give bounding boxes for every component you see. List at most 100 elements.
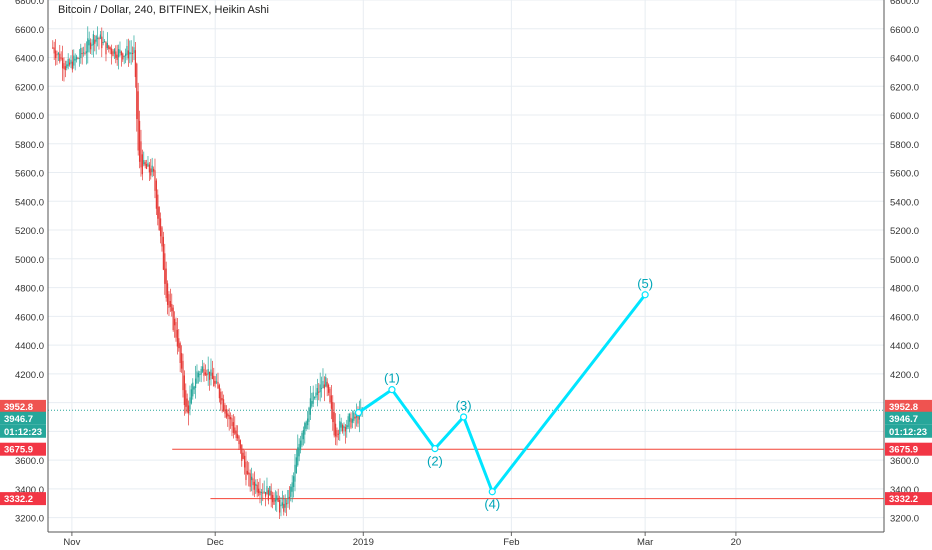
- candle-body: [225, 409, 227, 418]
- candle-body: [295, 457, 297, 474]
- candle-body: [211, 372, 213, 380]
- candle-body: [351, 418, 353, 423]
- candle-body: [278, 499, 281, 513]
- candle-body: [344, 427, 346, 432]
- candle-body: [236, 434, 239, 439]
- candle-body: [133, 47, 135, 54]
- candle-body: [113, 49, 115, 54]
- candle-body: [144, 162, 146, 166]
- y-tick-label-left: 3600.0: [15, 456, 44, 467]
- y-tick-label-right: 3400.0: [890, 485, 919, 496]
- candle-body: [74, 58, 76, 61]
- candle-body: [262, 492, 264, 494]
- candle-body: [333, 412, 335, 436]
- candle-body: [322, 380, 324, 389]
- candle-body: [242, 452, 244, 459]
- candle-body: [134, 50, 136, 78]
- y-tick-label-left: 5000.0: [15, 255, 44, 266]
- candle-body: [241, 444, 243, 461]
- candle-body: [127, 50, 129, 59]
- y-tick-label-right: 3600.0: [890, 456, 919, 467]
- candle-body: [54, 50, 57, 59]
- ask-price-badge-bg-left: [0, 399, 46, 413]
- candle-body: [280, 504, 282, 507]
- y-tick-label-left: 5200.0: [15, 226, 44, 237]
- candle-body: [70, 59, 72, 64]
- candle-body: [339, 421, 341, 435]
- candle-body: [294, 464, 296, 482]
- x-tick-label: Dec: [207, 537, 224, 548]
- current-price-badge-left: 3946.7: [4, 414, 33, 425]
- candle-body: [271, 495, 274, 503]
- candle-body: [346, 425, 348, 430]
- y-tick-label-left: 6200.0: [15, 82, 44, 93]
- candle-body: [298, 443, 300, 457]
- candle-body: [68, 62, 71, 65]
- support-price-badge-left: 3675.9: [4, 445, 33, 456]
- candle-body: [60, 57, 62, 59]
- candle-body: [150, 168, 152, 176]
- candle-body: [108, 45, 110, 49]
- candle-body: [297, 447, 299, 466]
- candle-body: [85, 51, 87, 54]
- candle-body: [285, 503, 288, 505]
- y-tick-label-left: 6400.0: [15, 54, 44, 65]
- candle-body: [196, 371, 198, 384]
- candle-body: [187, 405, 190, 414]
- candle-body: [266, 486, 268, 495]
- candle-body: [192, 382, 194, 397]
- y-tick-label-right: 4600.0: [890, 312, 919, 323]
- candle-body: [94, 39, 96, 44]
- candle-body: [319, 384, 321, 393]
- candle-body: [199, 374, 201, 376]
- candle-body: [66, 64, 68, 69]
- y-tick-label-left: 6000.0: [15, 111, 44, 122]
- candle-body: [185, 390, 187, 407]
- candle-body: [92, 34, 94, 46]
- candle-body: [194, 378, 197, 389]
- candle-body: [299, 440, 302, 451]
- candle-body: [213, 375, 215, 386]
- ask-price-badge-bg: [885, 399, 932, 413]
- y-tick-label-left: 4200.0: [15, 370, 44, 381]
- y-tick-label-left: 5400.0: [15, 197, 44, 208]
- candle-body: [80, 48, 82, 59]
- y-tick-label-left: 6600.0: [15, 25, 44, 36]
- y-tick-label-left: 3200.0: [15, 514, 44, 525]
- candle-body: [56, 54, 58, 56]
- candle-body: [183, 375, 185, 406]
- candle-body: [340, 422, 342, 428]
- y-tick-label-left: 3400.0: [15, 485, 44, 496]
- candle-body: [228, 414, 230, 420]
- candle-body: [71, 61, 73, 70]
- candle-body: [336, 430, 338, 438]
- wave-point: [354, 409, 363, 417]
- candle-body: [171, 303, 173, 312]
- candle-body: [235, 430, 237, 438]
- candle-body: [249, 473, 251, 487]
- candle-body: [255, 483, 257, 486]
- candle-body: [353, 412, 355, 421]
- candle-body: [165, 268, 167, 299]
- candle-body: [316, 388, 318, 396]
- candle-body: [204, 372, 206, 375]
- candle-body: [59, 53, 61, 62]
- candle-body: [193, 386, 195, 390]
- candle-body: [245, 461, 247, 480]
- candle-body: [343, 425, 345, 429]
- candle-body: [169, 301, 171, 307]
- wave-label: (1): [384, 371, 400, 386]
- candle-body: [178, 338, 180, 349]
- candle-body: [109, 47, 111, 50]
- candle-body: [140, 141, 142, 168]
- candle-body: [243, 455, 246, 468]
- candle-body: [350, 417, 352, 428]
- x-tick-label: Nov: [63, 537, 80, 548]
- candle-body: [302, 430, 304, 440]
- candle-body: [95, 35, 97, 42]
- candle-body: [158, 206, 160, 231]
- candle-body: [221, 398, 223, 401]
- candle-body: [110, 48, 113, 55]
- y-tick-label-right: 6600.0: [890, 25, 919, 36]
